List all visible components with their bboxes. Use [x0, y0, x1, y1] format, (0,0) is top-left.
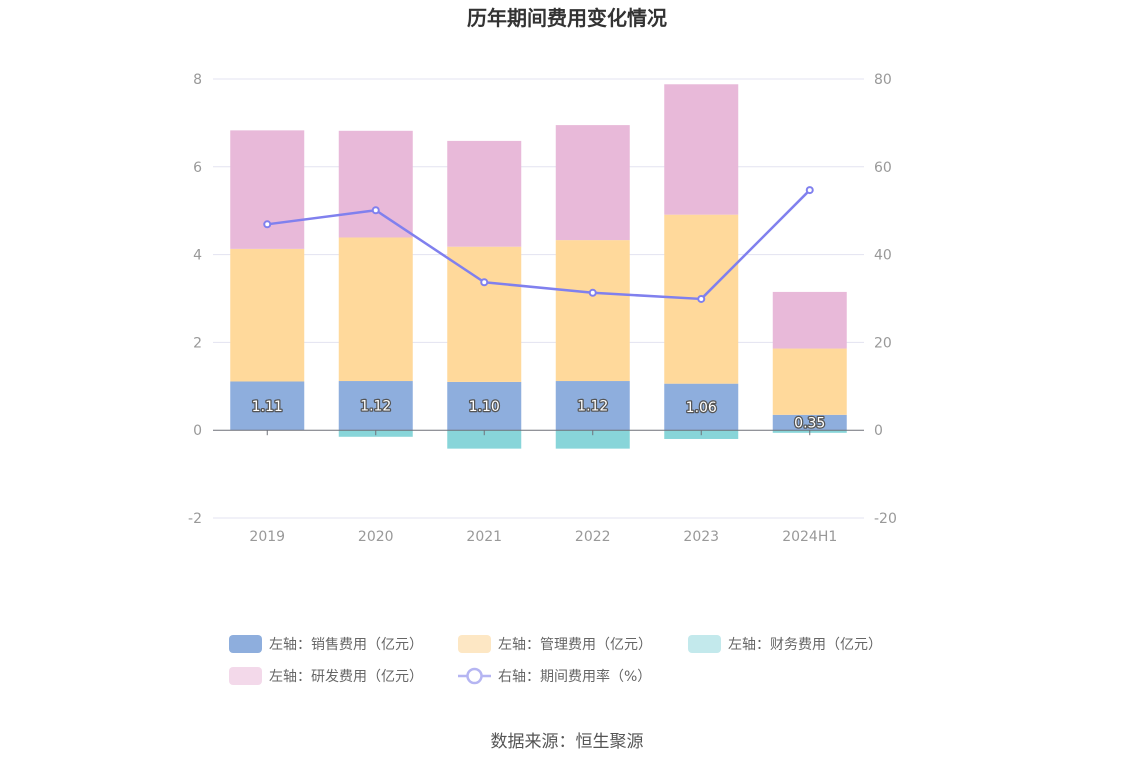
rate-point-2020: [371, 206, 380, 215]
bar-3-2020: [338, 130, 413, 238]
legend-label: 右轴：期间费用率（%）: [498, 668, 651, 685]
y-axis-left: 8 6 4 2 0 -2: [188, 72, 202, 527]
rate-point-2019: [263, 220, 272, 229]
x-tick-label: 2024H1: [782, 529, 837, 545]
y-left-tick-label: 2: [193, 335, 202, 351]
data-labels: 1.11 1.12 1.10 1.12 1.06 0.35: [250, 397, 826, 432]
legend-marker: [466, 667, 483, 685]
bar-1-2024H1: [772, 348, 847, 415]
legend-item-3[interactable]: 左轴：研发费用（亿元）: [229, 667, 423, 685]
data-label: 1.12: [360, 399, 391, 415]
bar-0-2023: [664, 383, 739, 431]
legend: 左轴：销售费用（亿元） 左轴：管理费用（亿元） 左轴：财务费用（亿元） 左轴：研发费用…: [229, 635, 882, 685]
source-note: 数据来源：恒生聚源: [491, 732, 644, 752]
legend-swatch: [688, 635, 721, 653]
y-left-tick-label: 0: [193, 423, 202, 439]
bar-1-2021: [447, 246, 522, 382]
y-left-tick-label: -2: [188, 511, 202, 527]
bar-1-2019: [230, 248, 305, 382]
x-axis-ticks: 2019 2020 2021 2022 2023 2024H1: [249, 529, 837, 545]
x-axis: [213, 429, 864, 436]
y-right-tick-label: 60: [874, 160, 892, 176]
bar-3-2021: [447, 140, 522, 247]
legend-item-2[interactable]: 左轴：财务费用（亿元）: [688, 635, 882, 653]
bar-2-2022: [555, 430, 630, 449]
legend-item-0[interactable]: 左轴：销售费用（亿元）: [229, 635, 423, 653]
y-right-tick-label: 40: [874, 248, 892, 264]
y-right-tick-label: 20: [874, 335, 892, 351]
rate-point-2022: [588, 288, 597, 297]
rate-point-2021: [480, 278, 489, 287]
legend-label: 左轴：销售费用（亿元）: [269, 637, 423, 653]
legend-label: 左轴：研发费用（亿元）: [269, 669, 423, 685]
x-tick-label: 2021: [466, 529, 502, 545]
x-tick-label: 2022: [575, 529, 611, 545]
bar-3-2019: [230, 130, 305, 249]
legend-label: 左轴：管理费用（亿元）: [498, 637, 652, 653]
y-left-tick-label: 6: [193, 160, 202, 176]
legend-swatch: [458, 635, 491, 653]
x-tick-label: 2023: [683, 529, 719, 545]
rate-point-2023: [697, 294, 706, 303]
x-tick-label: 2020: [358, 529, 394, 545]
bar-0-2021: [447, 381, 522, 431]
y-right-tick-label: -20: [874, 511, 897, 527]
legend-swatch: [229, 635, 262, 653]
data-label: 1.10: [469, 399, 500, 415]
y-left-tick-label: 8: [193, 72, 202, 88]
legend-label: 左轴：财务费用（亿元）: [728, 637, 882, 653]
y-axis-right: 80 60 40 20 0 -20: [874, 72, 897, 527]
bar-0-2022: [555, 381, 630, 431]
legend-item-1[interactable]: 左轴：管理费用（亿元）: [458, 635, 652, 653]
line-series: [263, 186, 814, 303]
gridlines: [213, 78, 864, 519]
bar-0-2019: [230, 381, 305, 431]
data-label: 1.12: [577, 399, 608, 415]
x-tick-label: 2019: [249, 529, 285, 545]
y-right-tick-label: 0: [874, 423, 883, 439]
bar-3-2023: [664, 84, 739, 215]
data-label: 0.35: [794, 416, 825, 432]
y-left-tick-label: 4: [193, 248, 202, 264]
chart-title: 历年期间费用变化情况: [467, 6, 667, 30]
bar-3-2024H1: [772, 291, 847, 349]
data-label: 1.06: [686, 400, 717, 416]
bar-1-2020: [338, 237, 413, 382]
data-label: 1.11: [252, 399, 283, 415]
bar-0-2020: [338, 381, 413, 431]
rate-line: [267, 189, 811, 301]
rate-point-2024H1: [805, 186, 814, 195]
legend-item-4[interactable]: 右轴：期间费用率（%）: [458, 667, 651, 685]
y-right-tick-label: 80: [874, 72, 892, 88]
bar-3-2022: [555, 125, 630, 241]
bar-1-2022: [555, 240, 630, 382]
bar-2-2021: [447, 430, 522, 449]
legend-swatch: [229, 667, 262, 685]
bar-series: [230, 84, 847, 449]
bar-0-2024H1: [772, 414, 847, 431]
